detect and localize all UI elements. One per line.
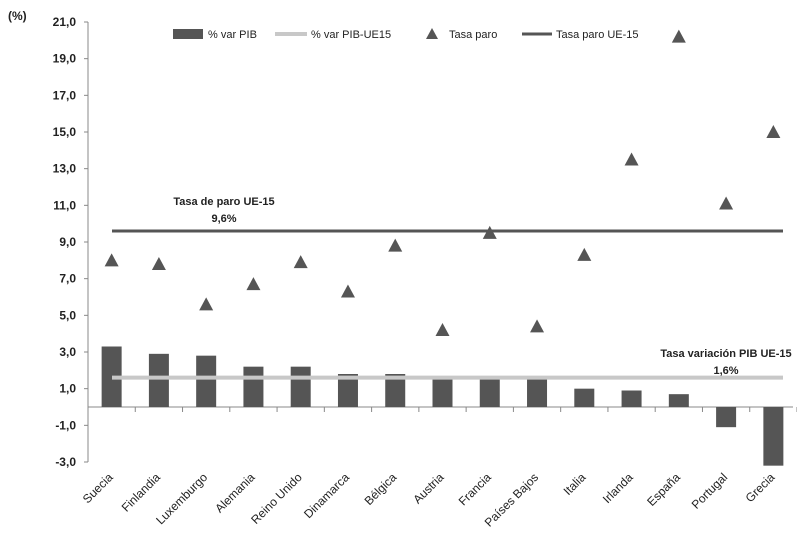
bar-pib-1 <box>101 346 122 407</box>
y-tick-label: 3,0 <box>59 345 76 359</box>
marker-tasa-paro-3 <box>199 297 214 311</box>
y-tick-label: 9,0 <box>59 235 76 249</box>
bars <box>101 346 784 466</box>
bar-pib-6 <box>337 374 358 407</box>
legend-label-paro-ue15: Tasa paro UE-15 <box>556 29 639 41</box>
x-tick-label: Dinamarca <box>301 470 352 521</box>
marker-tasa-paro-8 <box>435 323 450 336</box>
y-tick-label: 11,0 <box>53 198 76 212</box>
x-tick-label: Portugal <box>689 470 731 512</box>
bar-pib-8 <box>432 379 453 407</box>
x-tick-label: Suecia <box>80 470 116 506</box>
y-tick-label: 5,0 <box>59 308 76 322</box>
legend: % var PIB % var PIB-UE15 Tasa paro Tasa par… <box>173 28 639 41</box>
y-ticks: -3,0 -1,0 1,0 3,0 5,0 7,0 9,0 11,0 13,0 15,0 17,0 1… <box>53 15 88 469</box>
bar-pib-12 <box>621 390 642 407</box>
y-tick-label: 13,0 <box>53 162 77 176</box>
marker-tasa-paro-4 <box>246 277 261 291</box>
marker-tasa-paro-15 <box>766 125 781 138</box>
legend-label-tasa-paro: Tasa paro <box>449 29 497 41</box>
x-tick-label: Finlandia <box>119 470 164 515</box>
y-tick-label: 21,0 <box>53 15 77 29</box>
annotation-paro-title: Tasa de paro UE-15 <box>173 196 274 208</box>
x-tick-label: Bélgica <box>362 470 400 508</box>
bar-pib-3 <box>196 355 217 407</box>
annotations: Tasa de paro UE-15 9,6% Tasa variación PIB… <box>173 196 791 377</box>
y-tick-label: 7,0 <box>59 272 76 286</box>
x-tick-label: Francia <box>456 470 494 508</box>
bar-pib-14 <box>716 407 737 428</box>
x-tick-label: Alemania <box>212 470 258 516</box>
bar-pib-13 <box>668 394 689 407</box>
y-tick-label: -1,0 <box>55 418 76 432</box>
y-tick-label: 15,0 <box>53 125 77 139</box>
x-tick-label: Austria <box>410 470 447 507</box>
y-tick-label: 19,0 <box>53 52 77 66</box>
bar-pib-7 <box>385 374 406 407</box>
bar-pib-5 <box>290 366 311 407</box>
x-tick-label: Luxemburgo <box>153 470 210 527</box>
bar-pib-11 <box>574 388 595 407</box>
marker-tasa-paro-5 <box>293 255 308 269</box>
marker-tasa-paro-6 <box>340 284 355 298</box>
x-tick-label: España <box>644 470 683 509</box>
x-tick-label: Grecia <box>743 470 778 505</box>
bar-pib-15 <box>763 407 784 466</box>
annotation-pib-title: Tasa variación PIB UE-15 <box>660 348 791 360</box>
legend-swatch-tasa-paro <box>426 28 438 39</box>
legend-swatch-pib <box>173 29 203 39</box>
marker-tasa-paro-10 <box>530 319 545 333</box>
reference-lines <box>112 229 783 380</box>
y-tick-label: 17,0 <box>53 88 77 102</box>
bar-pib-4 <box>243 366 264 407</box>
marker-tasa-paro-7 <box>388 238 403 252</box>
legend-label-pib: % var PIB <box>208 29 257 41</box>
marker-tasa-paro-12 <box>624 152 639 166</box>
marker-tasa-paro-11 <box>577 247 592 261</box>
bar-pib-2 <box>148 353 169 407</box>
annotation-pib-value: 1,6% <box>713 365 738 377</box>
markers <box>104 29 781 336</box>
bar-pib-9 <box>479 379 500 407</box>
annotation-paro-value: 9,6% <box>211 213 236 225</box>
marker-tasa-paro-14 <box>719 196 734 210</box>
y-axis-label: (%) <box>8 9 27 23</box>
x-tick-label: Reino Unido <box>248 470 305 527</box>
marker-tasa-paro-13 <box>671 29 686 43</box>
marker-tasa-paro-9 <box>482 225 497 239</box>
bar-pib-10 <box>527 379 548 407</box>
x-tick-label: Irlanda <box>600 470 636 506</box>
y-tick-label: -3,0 <box>55 455 76 469</box>
x-tick-label: Italia <box>561 470 589 498</box>
marker-tasa-paro-1 <box>104 253 119 267</box>
marker-tasa-paro-2 <box>151 257 166 270</box>
y-tick-label: 1,0 <box>59 382 76 396</box>
legend-label-pib-ue15: % var PIB-UE15 <box>311 29 391 41</box>
